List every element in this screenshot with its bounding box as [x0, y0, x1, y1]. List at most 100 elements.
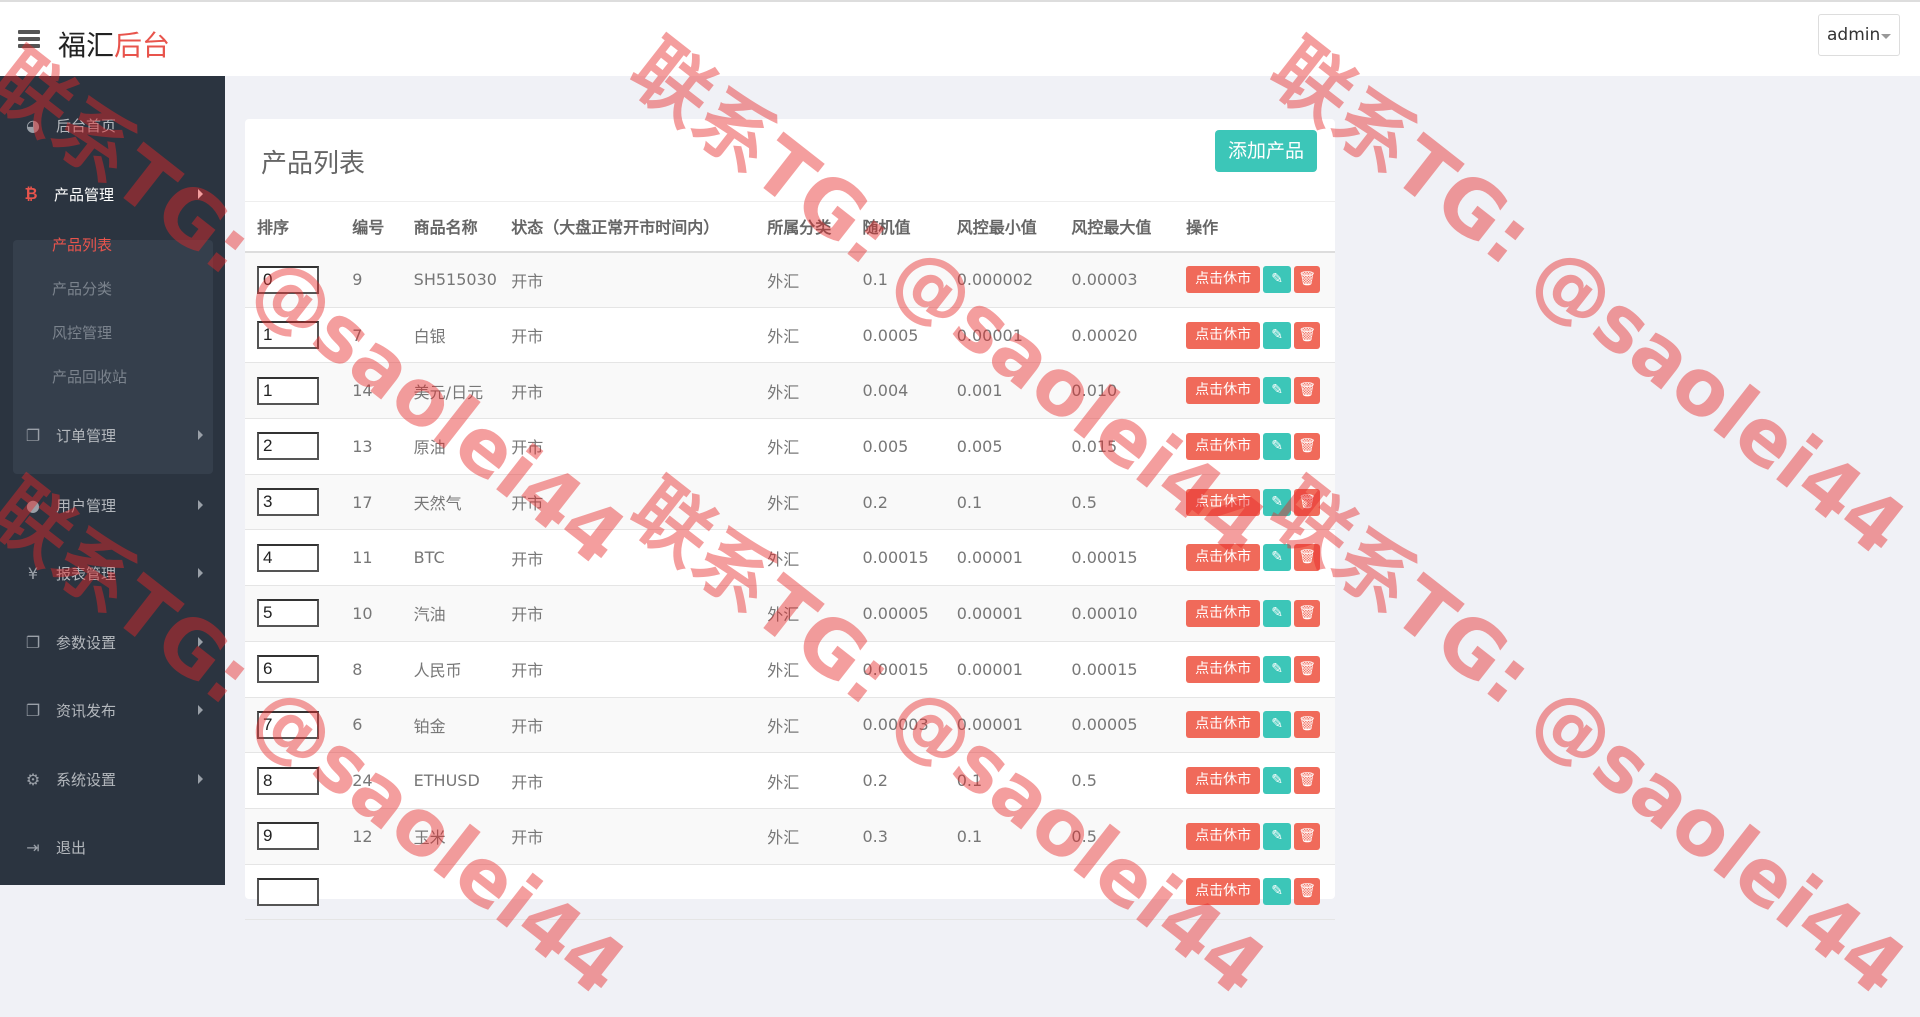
sidebar-item-logout[interactable]: ⇥ 退出: [0, 827, 225, 867]
edit-pencil-icon[interactable]: ✎: [1263, 878, 1292, 906]
cell-name: 玉米: [401, 808, 500, 865]
close-market-button[interactable]: 点击休市: [1186, 822, 1261, 850]
cell-id: 13: [340, 418, 402, 475]
sort-cell: [245, 362, 341, 420]
sort-input[interactable]: [257, 655, 319, 684]
cell-rand: 0.00015: [850, 529, 945, 587]
actions-cell: 点击休市 ✎ 🗑: [1174, 362, 1335, 420]
cell-name: ETHUSD: [401, 752, 500, 809]
close-market-button[interactable]: 点击休市: [1186, 377, 1261, 405]
delete-trash-icon[interactable]: 🗑: [1294, 488, 1321, 516]
sort-input[interactable]: [257, 543, 319, 572]
delete-trash-icon[interactable]: 🗑: [1294, 544, 1321, 572]
edit-pencil-icon[interactable]: ✎: [1263, 432, 1292, 460]
sidebar-item-system[interactable]: ⚙ 系统设置: [0, 759, 225, 799]
close-market-button[interactable]: 点击休市: [1186, 544, 1261, 572]
label: 系统设置: [56, 770, 117, 789]
sidebar-sub-product-list[interactable]: 产品列表: [52, 236, 113, 254]
sidebar-item-reports[interactable]: ¥ 报表管理: [0, 553, 225, 593]
actions-cell: 点击休市 ✎ 🗑: [1174, 808, 1335, 865]
close-market-button[interactable]: 点击休市: [1186, 266, 1261, 294]
cell-id: 10: [340, 585, 402, 642]
cell-id: 12: [340, 808, 402, 865]
edit-pencil-icon[interactable]: ✎: [1263, 321, 1292, 349]
sort-input[interactable]: [257, 710, 319, 739]
close-market-button[interactable]: 点击休市: [1186, 321, 1261, 349]
add-product-button[interactable]: 添加产品: [1215, 130, 1317, 172]
cell-status: [499, 864, 756, 921]
edit-pencil-icon[interactable]: ✎: [1263, 544, 1292, 572]
actions-cell: 点击休市 ✎ 🗑: [1174, 474, 1335, 531]
brand-main: 福汇: [58, 29, 115, 62]
cell-max: 0.00005: [1059, 697, 1175, 754]
sort-input[interactable]: [257, 488, 319, 517]
sidebar-item-news[interactable]: ❐ 资讯发布: [0, 690, 225, 730]
close-market-button[interactable]: 点击休市: [1186, 711, 1261, 739]
cell-status: 开市: [499, 251, 756, 308]
edit-pencil-icon[interactable]: ✎: [1263, 599, 1292, 627]
delete-trash-icon[interactable]: 🗑: [1294, 599, 1321, 627]
edit-pencil-icon[interactable]: ✎: [1263, 822, 1292, 850]
bitcoin-icon: ₿: [24, 184, 38, 203]
sidebar-item-products[interactable]: ₿ 产品管理: [0, 174, 225, 214]
cell-rand: [850, 864, 945, 921]
sidebar-sub-category[interactable]: 产品分类: [52, 280, 113, 298]
sort-input[interactable]: [257, 265, 319, 294]
cell-min: 0.1: [944, 474, 1060, 531]
cell-name: 铂金: [401, 697, 500, 754]
sidebar-item-dashboard[interactable]: ◕ 后台首页: [0, 105, 225, 145]
menu-toggle-icon[interactable]: [18, 30, 40, 48]
sidebar-item-params[interactable]: ❐ 参数设置: [0, 622, 225, 662]
edit-pencil-icon[interactable]: ✎: [1263, 767, 1292, 795]
sort-cell: [245, 697, 341, 754]
edit-pencil-icon[interactable]: ✎: [1263, 488, 1292, 516]
close-market-button[interactable]: 点击休市: [1186, 488, 1261, 516]
sort-input[interactable]: [257, 321, 319, 350]
close-market-button[interactable]: 点击休市: [1186, 599, 1261, 627]
actions-cell: 点击休市 ✎ 🗑: [1174, 641, 1335, 698]
cell-max: 0.00003: [1059, 251, 1175, 308]
delete-trash-icon[interactable]: 🗑: [1294, 266, 1321, 294]
cell-status: 开市: [499, 307, 756, 364]
sort-input[interactable]: [257, 376, 319, 405]
sidebar-item-users[interactable]: ● 用户管理: [0, 485, 225, 525]
label: 产品管理: [54, 185, 115, 204]
delete-trash-icon[interactable]: 🗑: [1294, 878, 1321, 906]
edit-pencil-icon[interactable]: ✎: [1263, 377, 1292, 405]
sidebar-sub-risk[interactable]: 风控管理: [52, 324, 113, 342]
delete-trash-icon[interactable]: 🗑: [1294, 432, 1321, 460]
delete-trash-icon[interactable]: 🗑: [1294, 822, 1321, 850]
delete-trash-icon[interactable]: 🗑: [1294, 321, 1321, 349]
cell-name: 人民币: [401, 641, 500, 698]
sort-input[interactable]: [257, 822, 319, 851]
cell-cat: 外汇: [755, 251, 851, 308]
edit-pencil-icon[interactable]: ✎: [1263, 711, 1292, 739]
cell-min: 0.1: [944, 752, 1060, 809]
sort-input[interactable]: [257, 877, 319, 906]
close-market-button[interactable]: 点击休市: [1186, 767, 1261, 795]
user-dropdown[interactable]: admin: [1818, 14, 1900, 56]
close-market-button[interactable]: 点击休市: [1186, 655, 1261, 683]
label: 参数设置: [56, 633, 117, 652]
edit-pencil-icon[interactable]: ✎: [1263, 266, 1292, 294]
column-header: 风控最大值: [1059, 201, 1175, 253]
close-market-button[interactable]: 点击休市: [1186, 432, 1261, 460]
cell-max: [1059, 864, 1175, 921]
gears-icon: ⚙: [25, 769, 41, 789]
sidebar-item-orders[interactable]: ❐ 订单管理: [0, 415, 225, 455]
delete-trash-icon[interactable]: 🗑: [1294, 767, 1321, 795]
delete-trash-icon[interactable]: 🗑: [1294, 377, 1321, 405]
sort-input[interactable]: [257, 766, 319, 795]
cell-min: 0.000002: [944, 251, 1060, 308]
delete-trash-icon[interactable]: 🗑: [1294, 711, 1321, 739]
sort-input[interactable]: [257, 599, 319, 628]
close-market-button[interactable]: 点击休市: [1186, 878, 1261, 906]
edit-pencil-icon[interactable]: ✎: [1263, 655, 1292, 683]
sidebar-sub-recycle[interactable]: 产品回收站: [52, 368, 128, 386]
delete-trash-icon[interactable]: 🗑: [1294, 655, 1321, 683]
sort-input[interactable]: [257, 432, 319, 461]
cell-min: 0.00001: [944, 585, 1060, 642]
